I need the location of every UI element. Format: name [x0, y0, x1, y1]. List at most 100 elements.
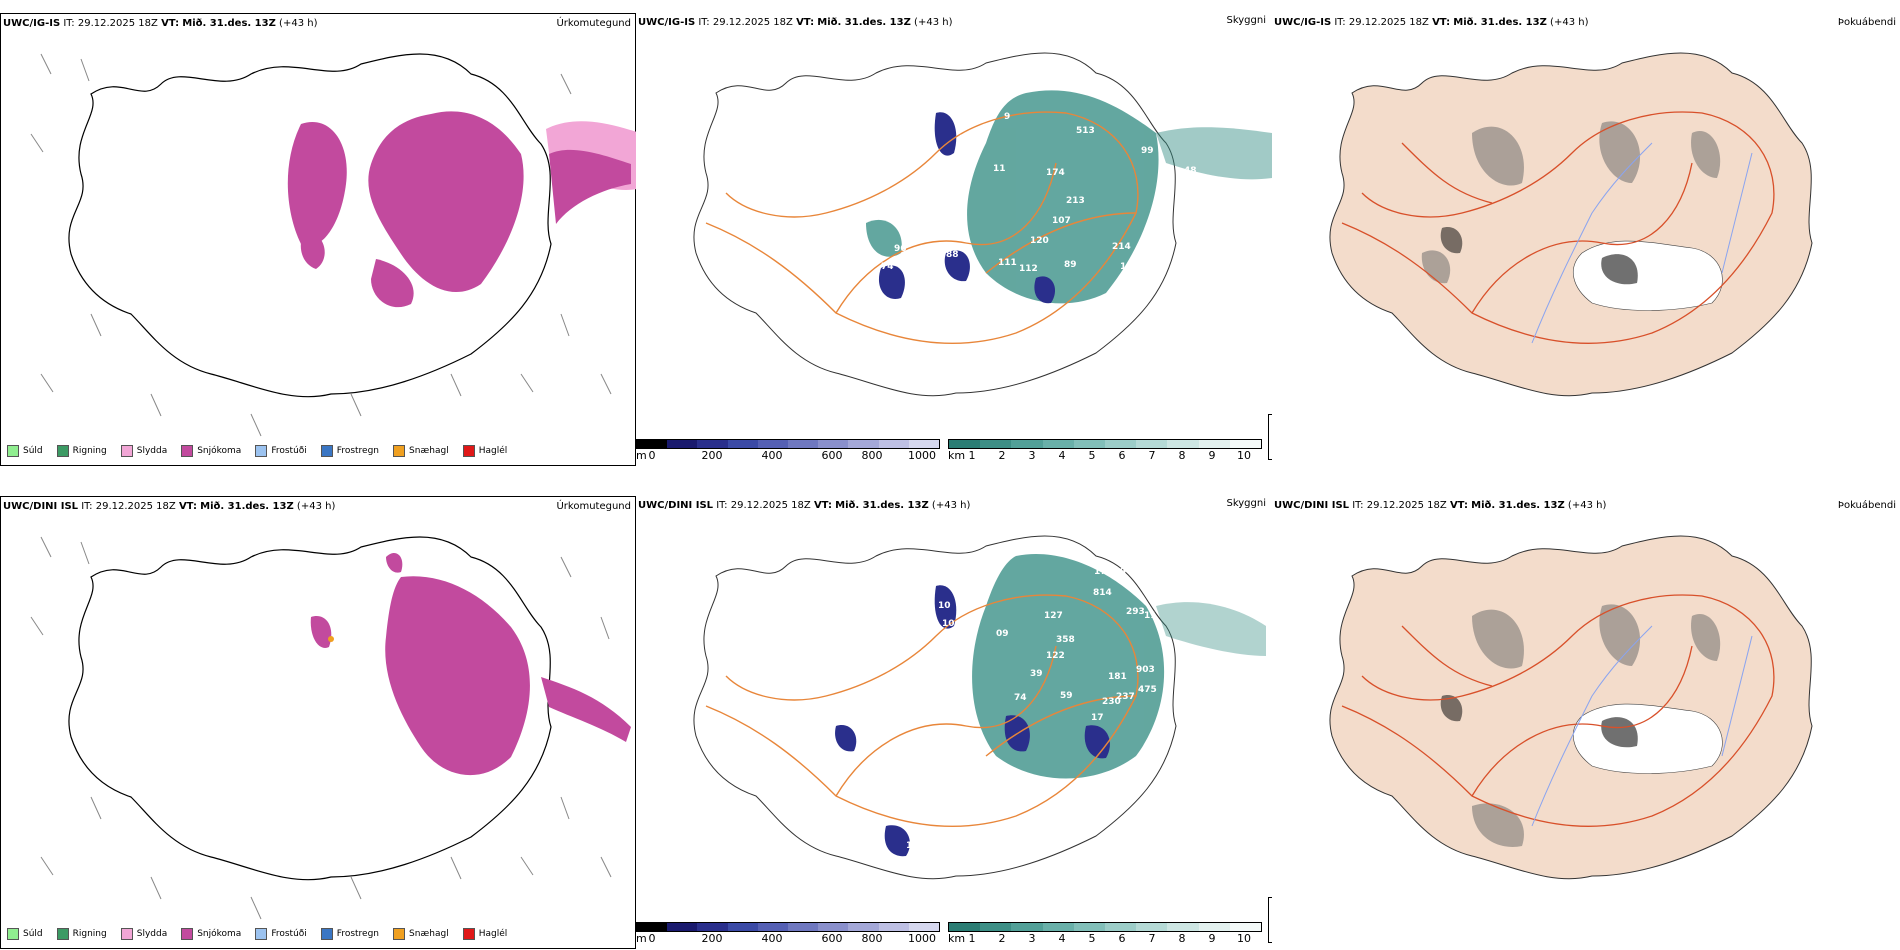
visibility-tick: 9: [1208, 449, 1216, 462]
visibility-swatch: [1105, 923, 1137, 931]
glacier-dark: [1440, 227, 1463, 254]
panel-title: Þokuábendi: [1837, 500, 1896, 511]
fog-panel-row2: UWC/DINI ISL IT: 29.12.2025 18Z VT: Mið.…: [1272, 496, 1900, 949]
it-label: IT:: [1352, 500, 1364, 511]
visibility-tick: 2: [998, 932, 1006, 945]
model-name: UWC/DINI ISL: [638, 500, 714, 511]
vis-label: 120: [1030, 236, 1049, 246]
glacier-dark: [1601, 717, 1638, 748]
vis-label: 12: [938, 156, 951, 166]
panel-header: UWC/DINI ISL IT: 29.12.2025 18Z VT: Mið.…: [638, 500, 970, 511]
valid-time: Mið. 31.des. 13Z: [817, 17, 911, 28]
visibility-tick: 9: [1208, 932, 1216, 945]
legend-item: Slydda: [120, 928, 167, 940]
model-name: UWC/IG-IS: [3, 18, 61, 29]
vis-label: 872: [1150, 224, 1169, 234]
ceiling-swatch: [908, 440, 940, 448]
visibility-tick: 10: [1237, 932, 1251, 945]
visibility-map: 179 900 814 102 293 127 358 122 11 181 9…: [693, 535, 1266, 880]
visibility-labels: 513 99 48 174 213 107 120 214 872 111 11…: [881, 112, 1197, 274]
visibility-swatch: [1011, 923, 1043, 931]
ceiling-tick: 0: [648, 932, 656, 945]
ceiling-swatch: [878, 923, 909, 931]
visibility-swatch: [1229, 923, 1262, 931]
vis-label: 59: [1060, 691, 1073, 701]
legend-item: Rigning: [56, 445, 107, 457]
wind-barbs: [30, 536, 612, 920]
visibility-panel-row1: 513 99 48 174 213 107 120 214 872 111 11…: [636, 13, 1272, 466]
snow-areas: [385, 552, 631, 776]
fog-roads: [1341, 594, 1775, 828]
ceiling-swatch: [637, 440, 668, 448]
rivers: [1531, 142, 1753, 344]
legend-item: Snæhagl: [393, 445, 449, 457]
vis-label: 107: [1052, 216, 1071, 226]
lead-time: (+43 h): [931, 500, 971, 511]
init-time: 29.12.2025 18Z: [730, 500, 811, 511]
ceiling-tick: 400: [761, 932, 783, 945]
legend-item: Súld: [7, 928, 43, 940]
panel-title: Úrkomutegund: [556, 18, 631, 29]
vis-label: 17: [1091, 713, 1104, 723]
fog-roads: [1341, 111, 1775, 345]
visibility-tick: 1: [968, 932, 976, 945]
legend-item: Slydda: [120, 445, 167, 457]
lead-time: (+43 h): [1567, 500, 1607, 511]
precip-map: [30, 53, 637, 437]
ceiling-swatch: [818, 923, 849, 931]
visibility-map: 513 99 48 174 213 107 120 214 872 111 11…: [693, 52, 1272, 397]
legend-item: Snjókoma: [181, 445, 241, 457]
vis-label: 74: [1014, 693, 1027, 703]
lead-time: (+43 h): [296, 501, 336, 512]
ceiling-swatch: [727, 440, 758, 448]
lead-time: (+43 h): [914, 17, 953, 28]
precip-legend: Súld Rigning Slydda Snjókoma Frostúði Fr…: [7, 928, 507, 940]
visibility-swatch: [949, 923, 981, 931]
vis-label: 181: [1108, 672, 1127, 682]
ceiling-tick: 800: [861, 932, 883, 945]
rivers: [1531, 625, 1753, 827]
init-time: 29.12.2025 18Z: [712, 17, 793, 28]
visibility-tick: 8: [1178, 932, 1186, 945]
vis-label: 214: [1112, 242, 1131, 252]
ceiling-unit: m: [636, 449, 647, 462]
vis-label: 10: [938, 601, 951, 611]
init-time: 29.12.2025 18Z: [1348, 17, 1429, 28]
panel-header: UWC/IG-IS IT: 29.12.2025 18Z VT: Mið. 31…: [638, 17, 952, 28]
visibility-panel-row2: 179 900 814 102 293 127 358 122 11 181 9…: [636, 496, 1272, 949]
vis-label: 475: [1138, 685, 1157, 695]
ceiling-swatch: [637, 923, 668, 931]
visibility-swatch: [1073, 923, 1106, 931]
valid-time: Mið. 31.des. 13Z: [182, 18, 276, 29]
legend-item: Súld: [7, 445, 43, 457]
it-label: IT:: [698, 17, 710, 28]
snow-east: [549, 149, 631, 224]
visibility-colorbar: km 1 2 3 4 5 6 7 8 9 10: [948, 922, 1262, 946]
visibility-tick: 4: [1058, 449, 1066, 462]
panel-header: UWC/DINI ISL IT: 29.12.2025 18Z VT: Mið.…: [1274, 500, 1606, 511]
ceiling-tick: 1000: [908, 449, 936, 462]
visibility-swatch: [1042, 440, 1074, 448]
visibility-tick: 3: [1028, 932, 1036, 945]
low-ceiling-navy: [878, 112, 1056, 304]
ceiling-tick: 600: [821, 449, 843, 462]
vis-label: 122: [1046, 651, 1065, 661]
iceland-outline: [1329, 52, 1813, 397]
fog-map: [1329, 535, 1813, 880]
model-name: UWC/DINI ISL: [3, 501, 79, 512]
visibility-swatch: [1136, 923, 1168, 931]
roads: [705, 594, 1139, 828]
vis-label: 89: [1064, 260, 1077, 270]
snow-small: [310, 616, 332, 648]
vt-label: VT:: [813, 500, 832, 511]
ceiling-swatch: [788, 440, 819, 448]
fog-panel-row1: UWC/IG-IS IT: 29.12.2025 18Z VT: Mið. 31…: [1272, 13, 1900, 466]
ceiling-swatch: [818, 440, 849, 448]
vis-label: 09: [996, 629, 1009, 639]
valid-time: Mið. 31.des. 13Z: [200, 501, 294, 512]
visibility-tick: 10: [1237, 449, 1251, 462]
visibility-swatch: [1042, 923, 1074, 931]
visibility-swatch: [1198, 923, 1230, 931]
vis-label: 96: [959, 134, 972, 144]
init-time: 29.12.2025 18Z: [1366, 500, 1447, 511]
